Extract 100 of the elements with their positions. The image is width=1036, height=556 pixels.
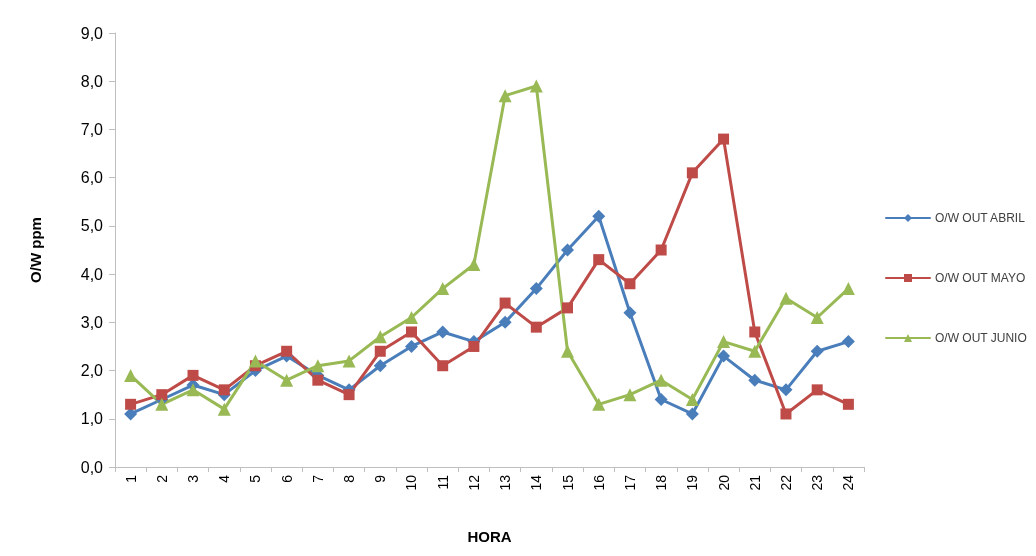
- point: [841, 282, 855, 296]
- point: [156, 389, 168, 401]
- x-tick-label: 12: [465, 474, 482, 491]
- y-tick-label: 5,0: [80, 217, 104, 235]
- legend-label: O/W OUT JUNIO: [935, 331, 1027, 345]
- legend-label: O/W OUT ABRIL: [935, 211, 1026, 225]
- x-axis-title: HORA: [467, 528, 512, 545]
- y-tick-label: 3,0: [80, 313, 104, 331]
- point: [655, 244, 667, 256]
- point: [717, 335, 731, 349]
- point: [248, 354, 262, 368]
- point: [717, 349, 731, 363]
- x-tick-label: 16: [590, 474, 607, 491]
- x-tick-label: 5: [247, 474, 264, 483]
- y-tick-label: 2,0: [80, 362, 104, 380]
- point: [436, 282, 450, 296]
- x-tick-label: 14: [528, 474, 545, 491]
- x-tick-label: 7: [309, 474, 326, 483]
- point: [811, 384, 823, 396]
- x-tick-label: 19: [684, 474, 701, 491]
- point: [561, 243, 575, 257]
- point: [810, 344, 824, 358]
- point: [467, 257, 481, 271]
- point: [436, 325, 450, 339]
- point: [779, 383, 793, 397]
- point: [592, 209, 606, 223]
- x-tick-label: 6: [278, 474, 295, 483]
- x-tick-label: 10: [403, 474, 420, 491]
- point: [718, 133, 730, 145]
- point: [373, 359, 387, 373]
- x-tick-label: 23: [809, 474, 826, 491]
- x-tick-label: 8: [341, 474, 358, 483]
- point: [499, 297, 511, 309]
- point: [342, 354, 356, 368]
- point: [186, 383, 200, 397]
- point: [623, 306, 637, 320]
- point: [217, 402, 231, 416]
- point: [624, 278, 636, 290]
- y-tick-label: 0,0: [80, 458, 104, 476]
- x-tick-label: 18: [653, 474, 670, 491]
- point: [405, 326, 417, 338]
- point: [686, 167, 698, 179]
- x-tick-label: 9: [372, 474, 389, 483]
- point: [810, 311, 824, 325]
- point: [404, 311, 418, 325]
- x-tick-label: 11: [434, 474, 451, 490]
- y-axis-title: O/W ppm: [27, 217, 44, 283]
- point: [685, 407, 699, 421]
- x-tick-label: 17: [621, 474, 638, 491]
- x-tick-label: 20: [715, 474, 732, 491]
- point: [343, 389, 355, 401]
- point: [280, 373, 294, 387]
- x-tick-label: 21: [746, 474, 763, 491]
- y-tick-label: 4,0: [80, 265, 104, 283]
- point: [404, 339, 418, 353]
- y-tick-label: 6,0: [80, 169, 104, 187]
- point: [593, 254, 605, 266]
- point: [373, 330, 387, 344]
- point: [529, 79, 543, 93]
- point: [749, 326, 761, 338]
- point: [498, 89, 512, 103]
- point: [187, 369, 199, 381]
- point: [312, 374, 324, 386]
- point: [748, 344, 762, 358]
- point: [498, 315, 512, 329]
- point: [281, 345, 293, 357]
- point: [468, 340, 480, 352]
- point: [780, 408, 792, 420]
- point: [218, 384, 230, 396]
- x-tick-label: 15: [559, 474, 576, 491]
- y-tick-label: 7,0: [80, 120, 104, 138]
- y-tick-label: 9,0: [80, 24, 104, 42]
- x-tick-label: 3: [185, 474, 202, 483]
- x-tick-label: 1: [122, 474, 139, 483]
- point: [124, 368, 138, 382]
- point: [779, 291, 793, 305]
- x-tick-label: 22: [777, 474, 794, 491]
- x-tick-label: 13: [497, 474, 514, 491]
- legend-label: O/W OUT MAYO: [935, 271, 1026, 285]
- x-tick-label: 24: [840, 474, 857, 491]
- point: [685, 392, 699, 406]
- point: [374, 345, 386, 357]
- point: [561, 344, 575, 358]
- x-tick-label: 2: [153, 474, 170, 483]
- point: [530, 321, 542, 333]
- point: [654, 373, 668, 387]
- point: [311, 359, 325, 373]
- point: [125, 398, 137, 410]
- point: [155, 397, 169, 411]
- point: [654, 392, 668, 406]
- point: [841, 335, 855, 349]
- y-tick-label: 1,0: [80, 410, 104, 428]
- point: [842, 398, 854, 410]
- y-tick-label: 8,0: [80, 72, 104, 90]
- x-tick-label: 4: [216, 474, 233, 483]
- point: [623, 388, 637, 402]
- point: [592, 397, 606, 411]
- point: [562, 302, 574, 314]
- point: [529, 282, 543, 296]
- point: [748, 373, 762, 387]
